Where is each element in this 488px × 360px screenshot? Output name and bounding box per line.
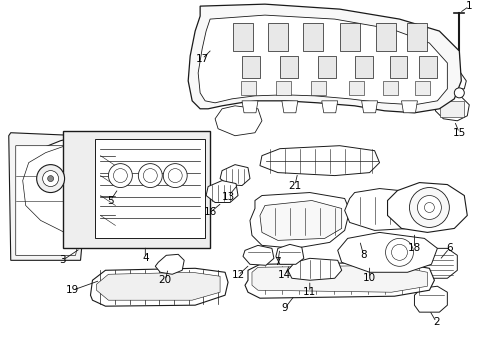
Circle shape: [391, 244, 407, 260]
Polygon shape: [243, 246, 273, 265]
Text: 11: 11: [303, 287, 316, 297]
Text: 17: 17: [195, 54, 208, 64]
Text: 4: 4: [142, 253, 148, 263]
Polygon shape: [344, 189, 428, 230]
Bar: [348, 81, 363, 95]
Polygon shape: [188, 4, 460, 113]
Bar: [382, 81, 397, 95]
Circle shape: [163, 164, 187, 188]
Polygon shape: [9, 133, 82, 260]
Text: 6: 6: [445, 243, 452, 253]
Circle shape: [424, 203, 433, 212]
Circle shape: [385, 238, 413, 266]
Bar: [415, 81, 429, 95]
Text: 9: 9: [281, 303, 287, 313]
Polygon shape: [249, 193, 349, 248]
Polygon shape: [434, 96, 468, 121]
Text: 2: 2: [432, 317, 439, 327]
Polygon shape: [361, 101, 377, 113]
Bar: [267, 23, 287, 51]
Polygon shape: [242, 101, 258, 113]
Polygon shape: [260, 201, 341, 240]
Polygon shape: [321, 101, 337, 113]
Circle shape: [113, 168, 127, 183]
Polygon shape: [96, 272, 220, 300]
Polygon shape: [90, 268, 227, 306]
Bar: [279, 56, 297, 78]
Polygon shape: [337, 233, 436, 272]
Polygon shape: [387, 183, 467, 233]
Polygon shape: [198, 15, 447, 105]
Text: 14: 14: [278, 270, 291, 280]
Bar: [389, 56, 407, 78]
Bar: [440, 101, 463, 117]
Polygon shape: [287, 258, 341, 280]
Bar: [95, 139, 204, 238]
Polygon shape: [401, 101, 417, 113]
Polygon shape: [220, 165, 249, 185]
Bar: [339, 23, 359, 51]
Circle shape: [138, 164, 162, 188]
Circle shape: [143, 168, 157, 183]
Bar: [354, 56, 372, 78]
Polygon shape: [451, 71, 466, 89]
Text: 21: 21: [287, 181, 301, 190]
Polygon shape: [208, 21, 258, 53]
Bar: [375, 23, 395, 51]
Polygon shape: [275, 244, 303, 264]
Text: 5: 5: [107, 195, 114, 206]
Text: 7: 7: [274, 257, 281, 267]
Polygon shape: [417, 248, 456, 278]
Polygon shape: [260, 146, 379, 176]
Polygon shape: [16, 146, 79, 255]
Text: 10: 10: [362, 273, 375, 283]
Bar: [407, 23, 427, 51]
Bar: [242, 56, 260, 78]
Text: 19: 19: [66, 285, 79, 295]
Text: 8: 8: [360, 250, 366, 260]
Text: 18: 18: [407, 243, 420, 253]
Text: 16: 16: [203, 207, 216, 217]
Circle shape: [47, 176, 54, 181]
Polygon shape: [251, 265, 427, 292]
Bar: [310, 81, 325, 95]
Bar: [62, 131, 210, 248]
Circle shape: [408, 188, 448, 228]
Polygon shape: [414, 286, 447, 312]
Text: 1: 1: [465, 1, 471, 11]
Circle shape: [453, 88, 463, 98]
Polygon shape: [244, 262, 433, 298]
Bar: [233, 23, 252, 51]
Circle shape: [42, 171, 59, 186]
Polygon shape: [215, 106, 262, 136]
Bar: [419, 56, 436, 78]
Circle shape: [108, 164, 132, 188]
Bar: [317, 56, 335, 78]
Text: 12: 12: [231, 270, 244, 280]
Bar: [241, 81, 255, 95]
Text: 13: 13: [221, 192, 234, 202]
Polygon shape: [155, 254, 184, 274]
Polygon shape: [281, 101, 297, 113]
Bar: [275, 81, 290, 95]
Circle shape: [37, 165, 64, 193]
Text: 20: 20: [159, 275, 171, 285]
Circle shape: [417, 195, 441, 220]
Text: 3: 3: [59, 255, 66, 265]
Text: 15: 15: [452, 128, 465, 138]
Circle shape: [168, 168, 182, 183]
Bar: [302, 23, 322, 51]
Polygon shape: [206, 181, 238, 203]
